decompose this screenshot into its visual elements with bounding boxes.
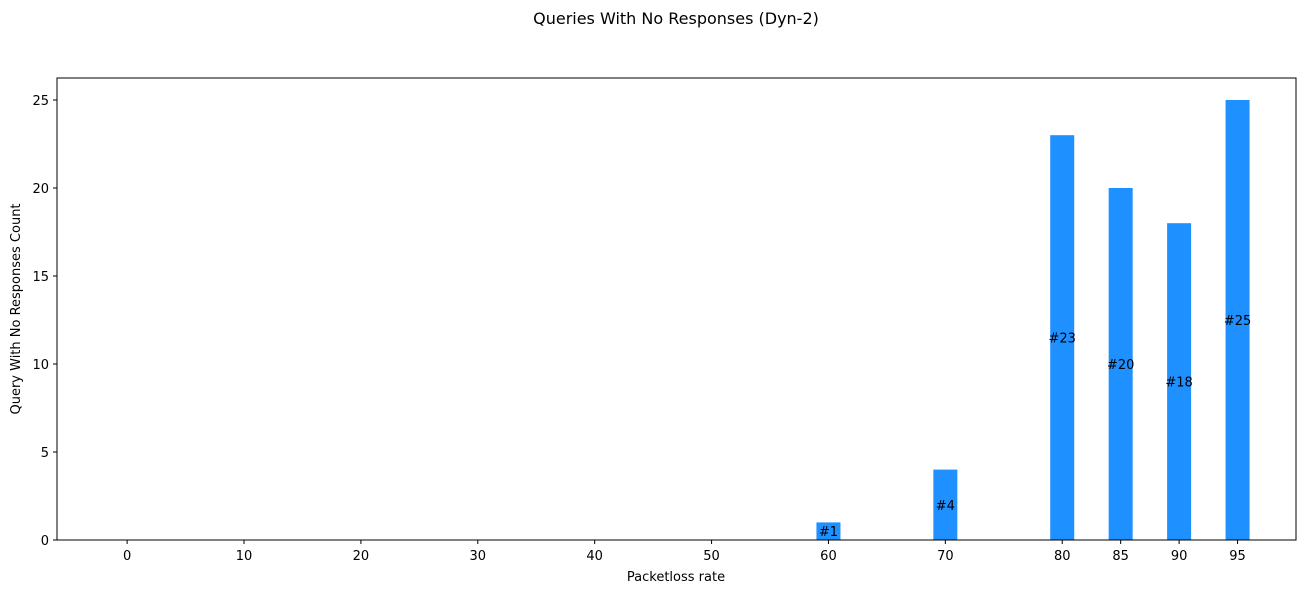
x-axis-label: Packetloss rate — [627, 570, 725, 585]
data-label-95: #25 — [1224, 314, 1251, 329]
x-tick-label-30: 30 — [470, 549, 487, 564]
y-axis-label: Query With No Responses Count — [9, 203, 24, 414]
x-tick-label-95: 95 — [1229, 549, 1246, 564]
data-labels-layer: #1 #4 #23 #20 #18 #25 — [819, 314, 1251, 540]
bars-layer — [816, 100, 1250, 540]
bar-60 — [816, 522, 841, 540]
x-tick-label-50: 50 — [703, 549, 720, 564]
data-label-80: #23 — [1049, 332, 1076, 347]
x-tick-label-60: 60 — [820, 549, 837, 564]
y-tick-label-20: 20 — [32, 182, 49, 197]
x-tick-label-90: 90 — [1171, 549, 1188, 564]
y-axis-ticks: 0 5 10 15 20 25 — [32, 94, 57, 549]
data-label-60: #1 — [819, 525, 838, 540]
y-tick-label-15: 15 — [32, 270, 49, 285]
bar-85 — [1108, 188, 1133, 540]
x-tick-label-85: 85 — [1112, 549, 1129, 564]
x-tick-label-0: 0 — [123, 549, 131, 564]
bar-80 — [1050, 135, 1075, 540]
y-tick-label-5: 5 — [41, 446, 49, 461]
data-label-90: #18 — [1165, 376, 1192, 391]
bar-95 — [1225, 100, 1250, 540]
y-tick-label-25: 25 — [32, 94, 49, 109]
x-tick-label-40: 40 — [586, 549, 603, 564]
bar-90 — [1167, 223, 1192, 540]
y-tick-label-0: 0 — [41, 534, 49, 549]
x-tick-label-80: 80 — [1054, 549, 1071, 564]
data-label-85: #20 — [1107, 358, 1134, 373]
x-tick-label-20: 20 — [353, 549, 370, 564]
bar-70 — [933, 469, 958, 540]
x-axis-ticks: 0 10 20 30 40 50 60 70 80 85 90 95 — [123, 540, 1246, 564]
data-label-70: #4 — [936, 499, 955, 514]
y-tick-label-10: 10 — [32, 358, 49, 373]
x-tick-label-70: 70 — [937, 549, 954, 564]
x-tick-label-10: 10 — [236, 549, 253, 564]
chart-title: Queries With No Responses (Dyn-2) — [533, 9, 819, 28]
plot-frame — [56, 77, 1297, 541]
